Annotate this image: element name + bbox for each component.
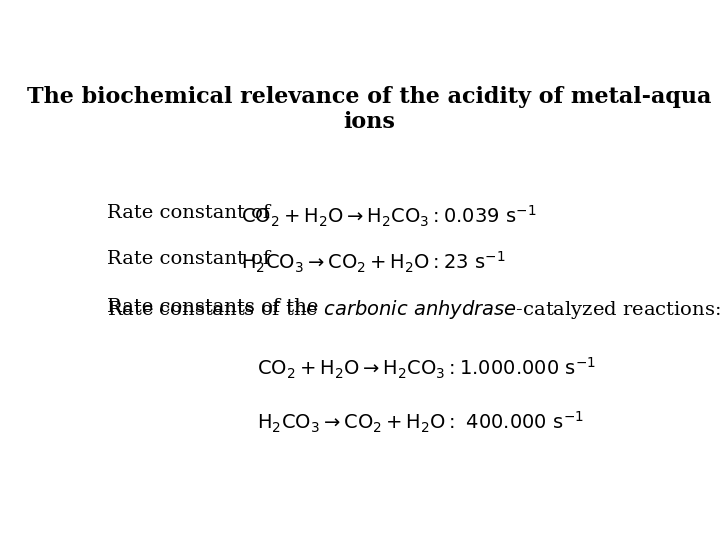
- Text: Rate constants of the: Rate constants of the: [107, 298, 325, 316]
- Text: $\mathrm{CO_2 + H_2O \rightarrow H_2CO_3 : 0.039\ s^{-1}}$: $\mathrm{CO_2 + H_2O \rightarrow H_2CO_3…: [240, 204, 536, 230]
- Text: Rate constant of: Rate constant of: [107, 204, 270, 222]
- Text: $\mathrm{H_2CO_3 \rightarrow CO_2 + H_2O :\ 400.000\ s^{-1}}$: $\mathrm{H_2CO_3 \rightarrow CO_2 + H_2O…: [258, 410, 584, 435]
- Text: The biochemical relevance of the acidity of metal-aqua
ions: The biochemical relevance of the acidity…: [27, 85, 711, 133]
- Text: $\mathrm{CO_2 + H_2O \rightarrow H_2CO_3 : 1.000.000\ s^{-1}}$: $\mathrm{CO_2 + H_2O \rightarrow H_2CO_3…: [258, 356, 596, 381]
- Text: $\mathrm{H_2CO_3 \rightarrow CO_2 + H_2O : 23\ s^{-1}}$: $\mathrm{H_2CO_3 \rightarrow CO_2 + H_2O…: [240, 250, 505, 275]
- Text: Rate constant of: Rate constant of: [107, 250, 270, 268]
- Text: Rate constants of the $\mathit{carbonic\ anhydrase}$-catalyzed reactions:: Rate constants of the $\mathit{carbonic\…: [107, 298, 720, 321]
